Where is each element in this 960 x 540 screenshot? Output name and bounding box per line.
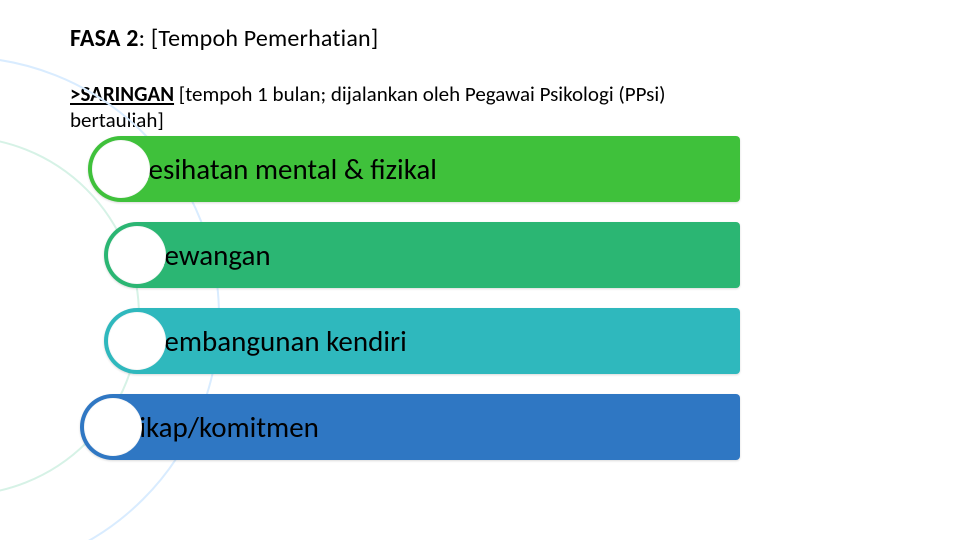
bar-cap	[84, 398, 142, 456]
bar-row: Sikap/komitmen	[70, 394, 960, 460]
bar-pembangunan: Pembangunan kendiri	[104, 308, 740, 374]
bar-label: Sikap/komitmen	[126, 409, 319, 445]
bar-sikap: Sikap/komitmen	[80, 394, 740, 460]
bar-cap	[108, 226, 166, 284]
bar-row: Pembangunan kendiri	[70, 308, 960, 374]
title-rest: : [Tempoh Pemerhatian]	[139, 24, 379, 53]
bar-cap	[108, 312, 166, 370]
bar-cap	[92, 140, 150, 198]
subtitle-lead: >SARINGAN	[70, 81, 174, 107]
subtitle-rest-2: bertauliah]	[70, 107, 164, 133]
bar-kesihatan: Kesihatan mental & fizikal	[88, 136, 740, 202]
title-bold: FASA 2	[70, 24, 139, 53]
bar-stack: Kesihatan mental & fizikal Kewangan Pemb…	[70, 136, 960, 460]
bar-row: Kesihatan mental & fizikal	[70, 136, 960, 202]
bar-kewangan: Kewangan	[104, 222, 740, 288]
bar-row: Kewangan	[70, 222, 960, 288]
saringan-subtitle: >SARINGAN [tempoh 1 bulan; dijalankan ol…	[70, 81, 890, 134]
slide: FASA 2: [Tempoh Pemerhatian] >SARINGAN […	[0, 0, 960, 540]
subtitle-rest-1: [tempoh 1 bulan; dijalankan oleh Pegawai…	[174, 81, 665, 107]
bar-label: Kewangan	[150, 237, 271, 273]
bar-label: Pembangunan kendiri	[150, 323, 407, 359]
page-title: FASA 2: [Tempoh Pemerhatian]	[70, 24, 960, 53]
bar-label: Kesihatan mental & fizikal	[134, 151, 437, 187]
